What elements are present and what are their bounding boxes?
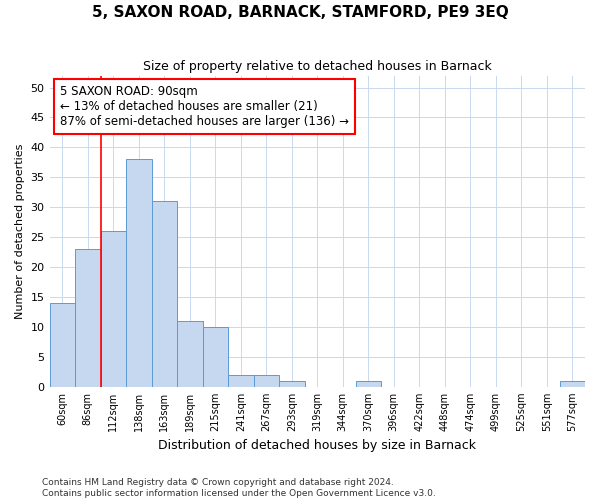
Bar <box>254 375 279 387</box>
Bar <box>177 321 203 387</box>
Text: 5 SAXON ROAD: 90sqm
← 13% of detached houses are smaller (21)
87% of semi-detach: 5 SAXON ROAD: 90sqm ← 13% of detached ho… <box>60 85 349 128</box>
Bar <box>228 375 254 387</box>
Bar <box>203 327 228 387</box>
Bar <box>152 202 177 387</box>
Bar <box>279 381 305 387</box>
Bar <box>560 381 585 387</box>
Bar <box>126 160 152 387</box>
Text: Contains HM Land Registry data © Crown copyright and database right 2024.
Contai: Contains HM Land Registry data © Crown c… <box>42 478 436 498</box>
Title: Size of property relative to detached houses in Barnack: Size of property relative to detached ho… <box>143 60 491 73</box>
Bar <box>75 249 101 387</box>
X-axis label: Distribution of detached houses by size in Barnack: Distribution of detached houses by size … <box>158 440 476 452</box>
Bar <box>356 381 381 387</box>
Bar <box>50 303 75 387</box>
Y-axis label: Number of detached properties: Number of detached properties <box>15 144 25 319</box>
Text: 5, SAXON ROAD, BARNACK, STAMFORD, PE9 3EQ: 5, SAXON ROAD, BARNACK, STAMFORD, PE9 3E… <box>92 5 508 20</box>
Bar <box>101 231 126 387</box>
